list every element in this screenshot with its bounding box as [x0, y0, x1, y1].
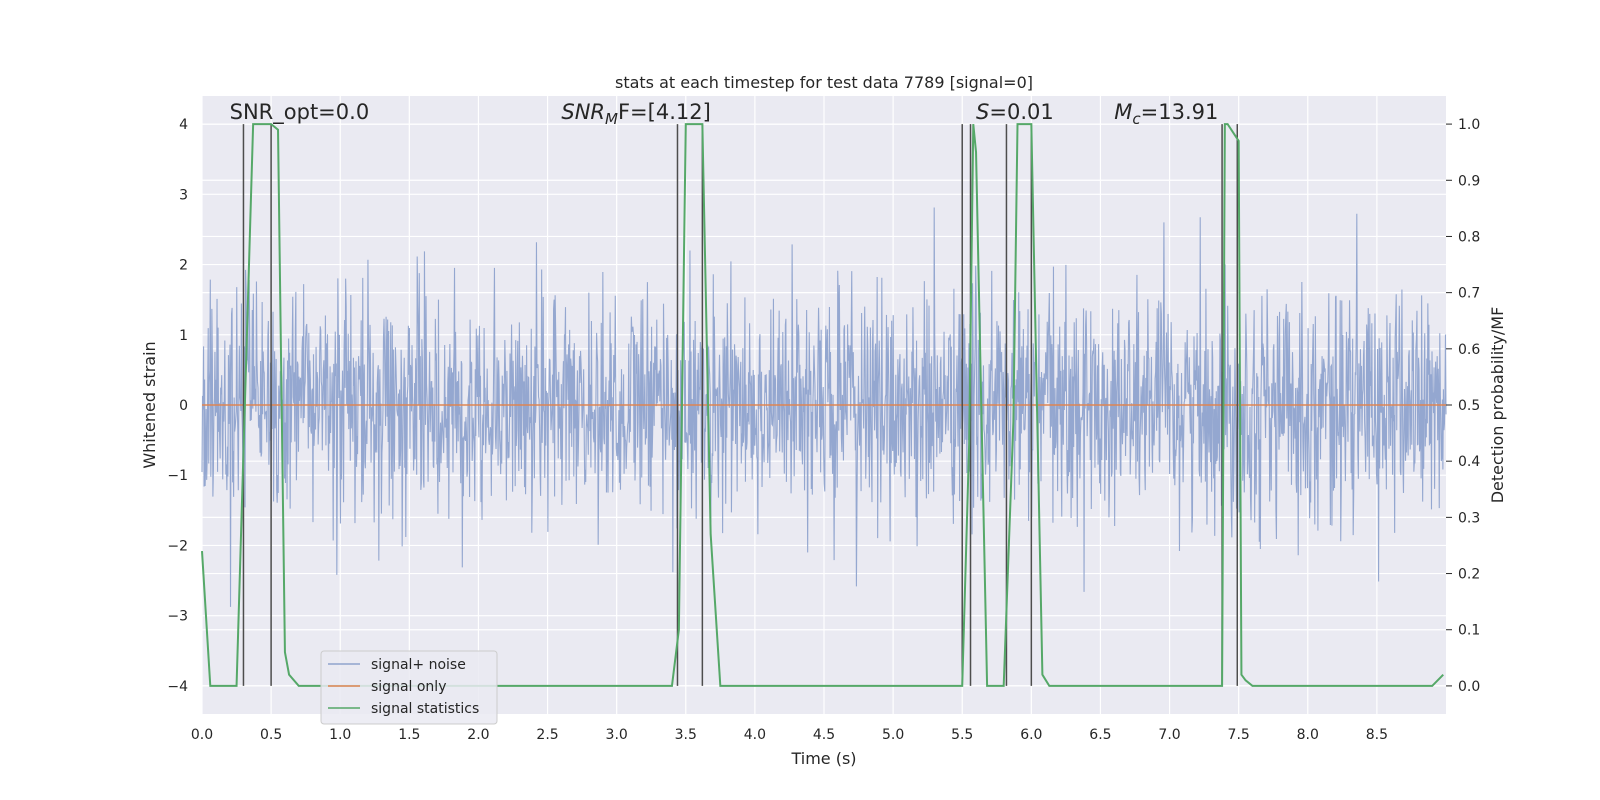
y2-axis-label: Detection probability/MF: [1488, 307, 1507, 504]
x-axis-ticks: 0.0 0.5 1.0 1.5 2.0 2.5 3.0 3.5 4.0 4.5 5.0 5.5 6.0 6…: [191, 727, 1388, 743]
y2-tick-label: 0.6: [1458, 342, 1480, 358]
y2-axis-ticks: 0.0 0.1 0.2 0.3 0.4 0.5 0.6 0.7 0.8 0.9 1.0: [1446, 117, 1480, 695]
x-tick-label: 0.5: [260, 727, 282, 743]
x-tick-label: 7.0: [1158, 727, 1180, 743]
x-tick-label: 0.0: [191, 727, 213, 743]
y2-tick-label: 0.8: [1458, 229, 1480, 245]
y2-tick-label: 0.2: [1458, 567, 1480, 583]
legend-label-signal-statistics: signal statistics: [371, 701, 479, 717]
x-tick-label: 4.5: [813, 727, 835, 743]
y-axis-label: Whitened strain: [140, 341, 159, 468]
y-tick-label: 3: [179, 187, 188, 203]
x-tick-label: 2.0: [467, 727, 489, 743]
noise-line: [201, 207, 1447, 607]
y2-tick-label: 0.3: [1458, 510, 1480, 526]
series-signal-statistics: [201, 123, 1444, 687]
y-tick-label: −4: [167, 679, 188, 695]
x-tick-label: 1.5: [398, 727, 420, 743]
y-tick-label: −1: [167, 468, 188, 484]
y-tick-label: 2: [179, 258, 188, 274]
x-tick-label: 5.0: [882, 727, 904, 743]
x-tick-label: 5.5: [951, 727, 973, 743]
legend-label-signal-noise: signal+ noise: [371, 657, 466, 673]
x-tick-label: 3.0: [606, 727, 628, 743]
annotation: S=0.01: [976, 100, 1054, 124]
annotation: Mc=13.91: [1114, 100, 1218, 128]
legend-label-signal-only: signal only: [371, 679, 446, 695]
x-axis-label: Time (s): [790, 749, 856, 768]
series-signal-noise: [201, 207, 1447, 607]
y-axis-ticks: −4 −3 −2 −1 0 1 2 3 4: [167, 117, 188, 695]
y-tick-label: −3: [167, 609, 188, 625]
x-tick-label: 6.0: [1020, 727, 1042, 743]
annotations: SNR_opt=0.0 SNRMF=[4.12] S=0.01 Mc=13.91: [230, 100, 1219, 128]
y2-tick-label: 0.0: [1458, 679, 1480, 695]
legend: signal+ noise signal only signal statist…: [320, 650, 498, 725]
x-tick-label: 4.0: [744, 727, 766, 743]
y2-tick-label: 0.4: [1458, 454, 1480, 470]
x-tick-label: 8.0: [1297, 727, 1319, 743]
annotation: SNRMF=[4.12]: [561, 100, 710, 128]
y-tick-label: −2: [167, 538, 188, 554]
x-tick-label: 2.5: [536, 727, 558, 743]
y2-tick-label: 0.1: [1458, 623, 1480, 639]
x-tick-label: 6.5: [1089, 727, 1111, 743]
vertical-markers: [242, 124, 1239, 686]
legend-box: [320, 650, 498, 725]
x-tick-label: 7.5: [1228, 727, 1250, 743]
signal-statistics-line: [201, 123, 1444, 687]
x-tick-label: 3.5: [675, 727, 697, 743]
y2-tick-label: 0.5: [1458, 398, 1480, 414]
y2-tick-label: 1.0: [1458, 117, 1480, 133]
y2-tick-label: 0.9: [1458, 173, 1480, 189]
chart-title: stats at each timestep for test data 778…: [615, 73, 1033, 92]
annotation: SNR_opt=0.0: [230, 100, 370, 125]
x-tick-label: 1.0: [329, 727, 351, 743]
y2-tick-label: 0.7: [1458, 286, 1480, 302]
y-tick-label: 1: [179, 328, 188, 344]
x-tick-label: 8.5: [1366, 727, 1388, 743]
y-tick-label: 0: [179, 398, 188, 414]
y-tick-label: 4: [179, 117, 188, 133]
